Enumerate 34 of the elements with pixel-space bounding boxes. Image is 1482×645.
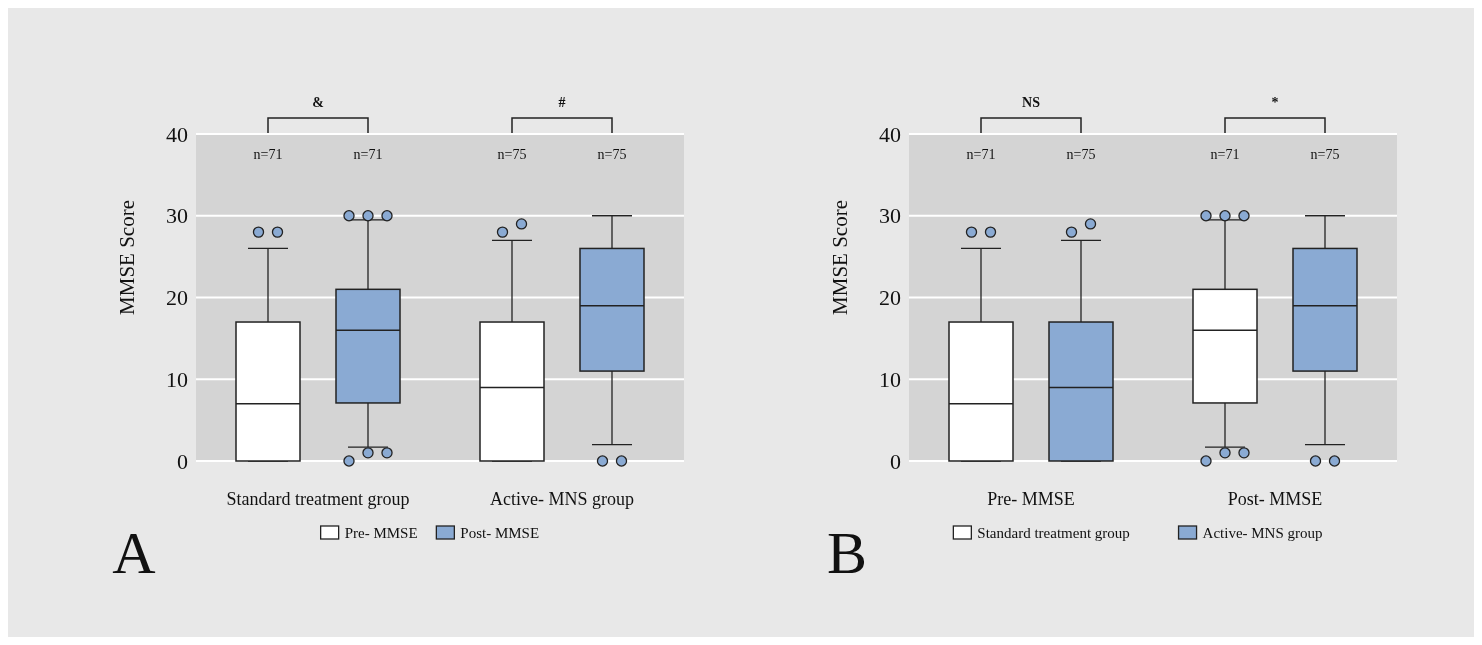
legend-label: Standard treatment group: [977, 525, 1130, 542]
annotation: n=71: [966, 147, 996, 163]
annotation: n=75: [497, 147, 527, 163]
annotation: n=75: [1066, 147, 1096, 163]
y-tick-label: 0: [177, 448, 188, 474]
text: B: [826, 520, 868, 586]
annotation: n=75: [597, 147, 627, 163]
annotation: n=71: [253, 147, 283, 163]
text: #: [558, 95, 566, 110]
y-tick-label: 20: [166, 285, 188, 311]
y-tick-label: 0: [890, 448, 901, 474]
legend-label: Post- MMSE: [460, 525, 540, 542]
y-tick-label: 30: [166, 203, 188, 229]
annotation: n=75: [1310, 147, 1340, 163]
y-tick-label: 20: [879, 285, 901, 311]
legend-label: Active- MNS group: [1202, 525, 1323, 542]
text: NS: [1022, 95, 1041, 110]
y-axis-title: MMSE Score: [115, 200, 139, 315]
text: *: [1271, 95, 1279, 110]
legend-label: Pre- MMSE: [344, 525, 418, 542]
annotation: n=71: [1210, 147, 1240, 163]
y-tick-label: 10: [166, 366, 188, 392]
x-tick-label: Post- MMSE: [1227, 489, 1323, 509]
text: A: [112, 520, 156, 586]
annotation: n=71: [353, 147, 383, 163]
y-tick-label: 10: [879, 366, 901, 392]
y-tick-label: 40: [166, 121, 188, 147]
x-tick-label: Active- MNS group: [490, 489, 634, 509]
y-axis-title: MMSE Score: [828, 200, 852, 315]
text: &: [312, 95, 324, 110]
y-tick-label: 30: [879, 203, 901, 229]
x-tick-label: Standard treatment group: [226, 489, 410, 509]
x-tick-label: Pre- MMSE: [987, 489, 1075, 509]
y-tick-label: 40: [879, 121, 901, 147]
